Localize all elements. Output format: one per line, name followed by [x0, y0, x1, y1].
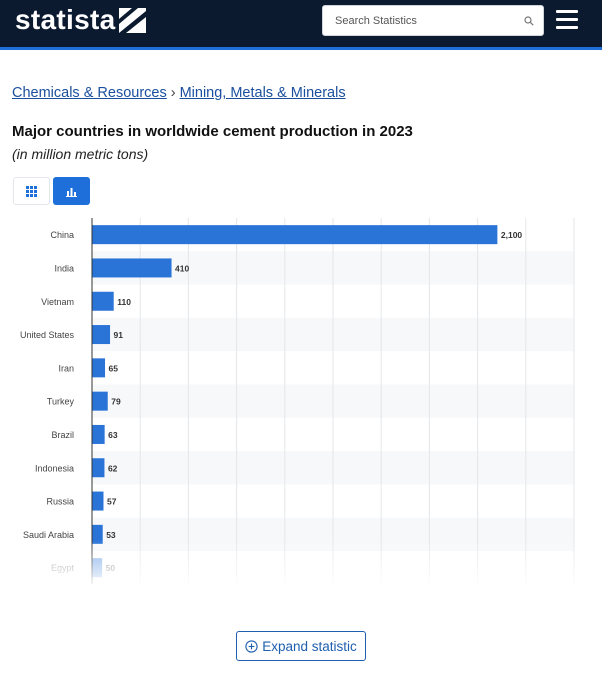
breadcrumb-link-chemicals-resources[interactable]: Chemicals & Resources — [12, 85, 167, 101]
category-label: Indonesia — [35, 463, 74, 473]
data-label: 63 — [108, 430, 118, 440]
category-label: Iran — [58, 363, 74, 373]
bar-india[interactable] — [92, 258, 172, 278]
category-label: China — [50, 230, 74, 240]
search-icon[interactable] — [524, 16, 534, 26]
category-label: Brazil — [51, 430, 74, 440]
bar-egypt[interactable] — [92, 558, 103, 578]
data-label: 2,100 — [501, 230, 523, 240]
data-label: 57 — [107, 497, 117, 507]
bar-indonesia[interactable] — [92, 458, 105, 478]
bar-brazil[interactable] — [92, 424, 105, 444]
logo-text: statista — [15, 4, 116, 35]
category-label: Egypt — [51, 563, 75, 573]
data-label: 62 — [108, 463, 118, 473]
data-label: 79 — [111, 397, 121, 407]
data-label: 91 — [114, 330, 124, 340]
statistic-title: Major countries in worldwide cement prod… — [12, 123, 413, 140]
search-box — [322, 5, 544, 36]
bar-saudi-arabia[interactable] — [92, 524, 103, 544]
bar-vietnam[interactable] — [92, 291, 114, 311]
breadcrumb-link-mining-metals-minerals[interactable]: Mining, Metals & Minerals — [179, 85, 346, 101]
bar-russia[interactable] — [92, 491, 104, 511]
category-label: Russia — [46, 497, 74, 507]
statistic-subtitle: (in million metric tons) — [12, 146, 149, 162]
expand-statistic-button[interactable]: Expand statistic — [236, 631, 366, 661]
bar-chart: China 2,100 India 410 Vietnam 110 United State… — [20, 218, 575, 585]
hamburger-menu-icon[interactable] — [556, 10, 580, 30]
data-label: 410 — [175, 263, 189, 273]
category-label: Turkey — [47, 397, 75, 407]
data-label: 110 — [117, 297, 131, 307]
bar-turkey[interactable] — [92, 391, 108, 411]
bar-chart-icon — [66, 187, 77, 197]
logo-mark-icon — [119, 7, 147, 33]
view-toggle — [13, 177, 90, 205]
category-label: Vietnam — [41, 297, 74, 307]
chart-container: China 2,100 India 410 Vietnam 110 United State… — [0, 215, 602, 585]
expand-statistic-label: Expand statistic — [262, 638, 357, 654]
table-view-button[interactable] — [13, 177, 50, 205]
bar-united-states[interactable] — [92, 325, 111, 345]
category-label: India — [54, 263, 74, 273]
search-input[interactable] — [323, 6, 513, 35]
statista-logo[interactable]: statista — [15, 4, 147, 35]
bar-china[interactable] — [92, 225, 498, 245]
bar-iran[interactable] — [92, 358, 106, 378]
chart-view-button[interactable] — [53, 177, 90, 205]
data-label: 50 — [106, 563, 116, 573]
plus-circle-icon — [245, 639, 258, 653]
breadcrumb-separator: › — [170, 85, 176, 101]
category-label: Saudi Arabia — [23, 530, 74, 540]
data-label: 65 — [109, 363, 119, 373]
top-navigation-bar: statista — [0, 0, 602, 50]
grid-icon — [26, 185, 37, 197]
data-label: 53 — [106, 530, 116, 540]
breadcrumb: Chemicals & Resources › Mining, Metals & M… — [12, 85, 346, 101]
category-label: United States — [20, 330, 75, 340]
